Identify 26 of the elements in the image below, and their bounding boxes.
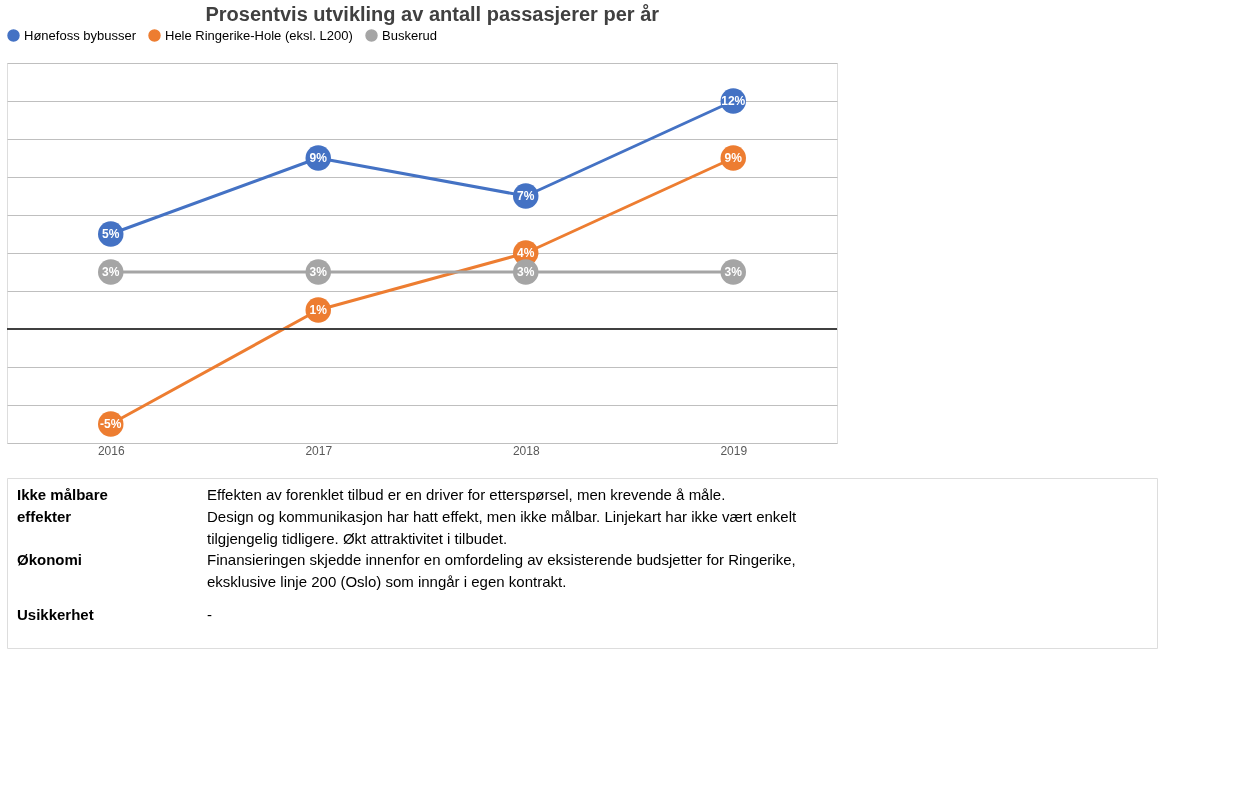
data-label: 9% bbox=[309, 151, 328, 165]
data-label: -5% bbox=[100, 417, 122, 431]
data-label: 3% bbox=[309, 265, 328, 279]
text: - bbox=[207, 606, 212, 623]
legend-label: Hele Ringerike-Hole (eksl. L200) bbox=[165, 27, 353, 43]
data-label: 12% bbox=[721, 94, 746, 108]
text: Ikke målbare effekter bbox=[17, 486, 108, 525]
x-tick-label: 2016 bbox=[97, 443, 125, 458]
data-label: 9% bbox=[724, 151, 743, 165]
data-label: 1% bbox=[309, 303, 328, 317]
data-label: 3% bbox=[724, 265, 743, 279]
text: Økonomi bbox=[17, 551, 83, 568]
data-label: 5% bbox=[102, 227, 120, 241]
legend-label: Buskerud bbox=[382, 27, 437, 43]
x-tick-label: 2018 bbox=[512, 443, 540, 458]
chart-title: Prosentvis utvikling av antall passasjerer per år bbox=[205, 3, 660, 25]
text: Usikkerhet bbox=[17, 606, 94, 623]
data-label: 7% bbox=[517, 189, 535, 203]
data-label: 3% bbox=[102, 265, 120, 279]
legend-label: Hønefoss bybusser bbox=[24, 27, 137, 43]
data-label: 3% bbox=[517, 265, 535, 279]
text: Finansieringen skjedde innenfor en omfordeling av eksisterende budsjetter for Ringerike, eksklusive linje 200 (Oslo) som inngår i egen kontrakt. bbox=[207, 551, 796, 590]
x-tick-label: 2017 bbox=[305, 443, 333, 458]
data-label: 4% bbox=[517, 246, 535, 260]
x-tick-label: 2019 bbox=[720, 443, 748, 458]
text: Effekten av forenklet tilbud er en driver for etterspørsel, men krevende å måle. Design og kommunikasjon har hatt effekt, men ikke målbar. Linjekart har ikke vært enkelt tilgjengelig tidligere. Økt attraktivitet i tilbudet. bbox=[207, 486, 797, 547]
